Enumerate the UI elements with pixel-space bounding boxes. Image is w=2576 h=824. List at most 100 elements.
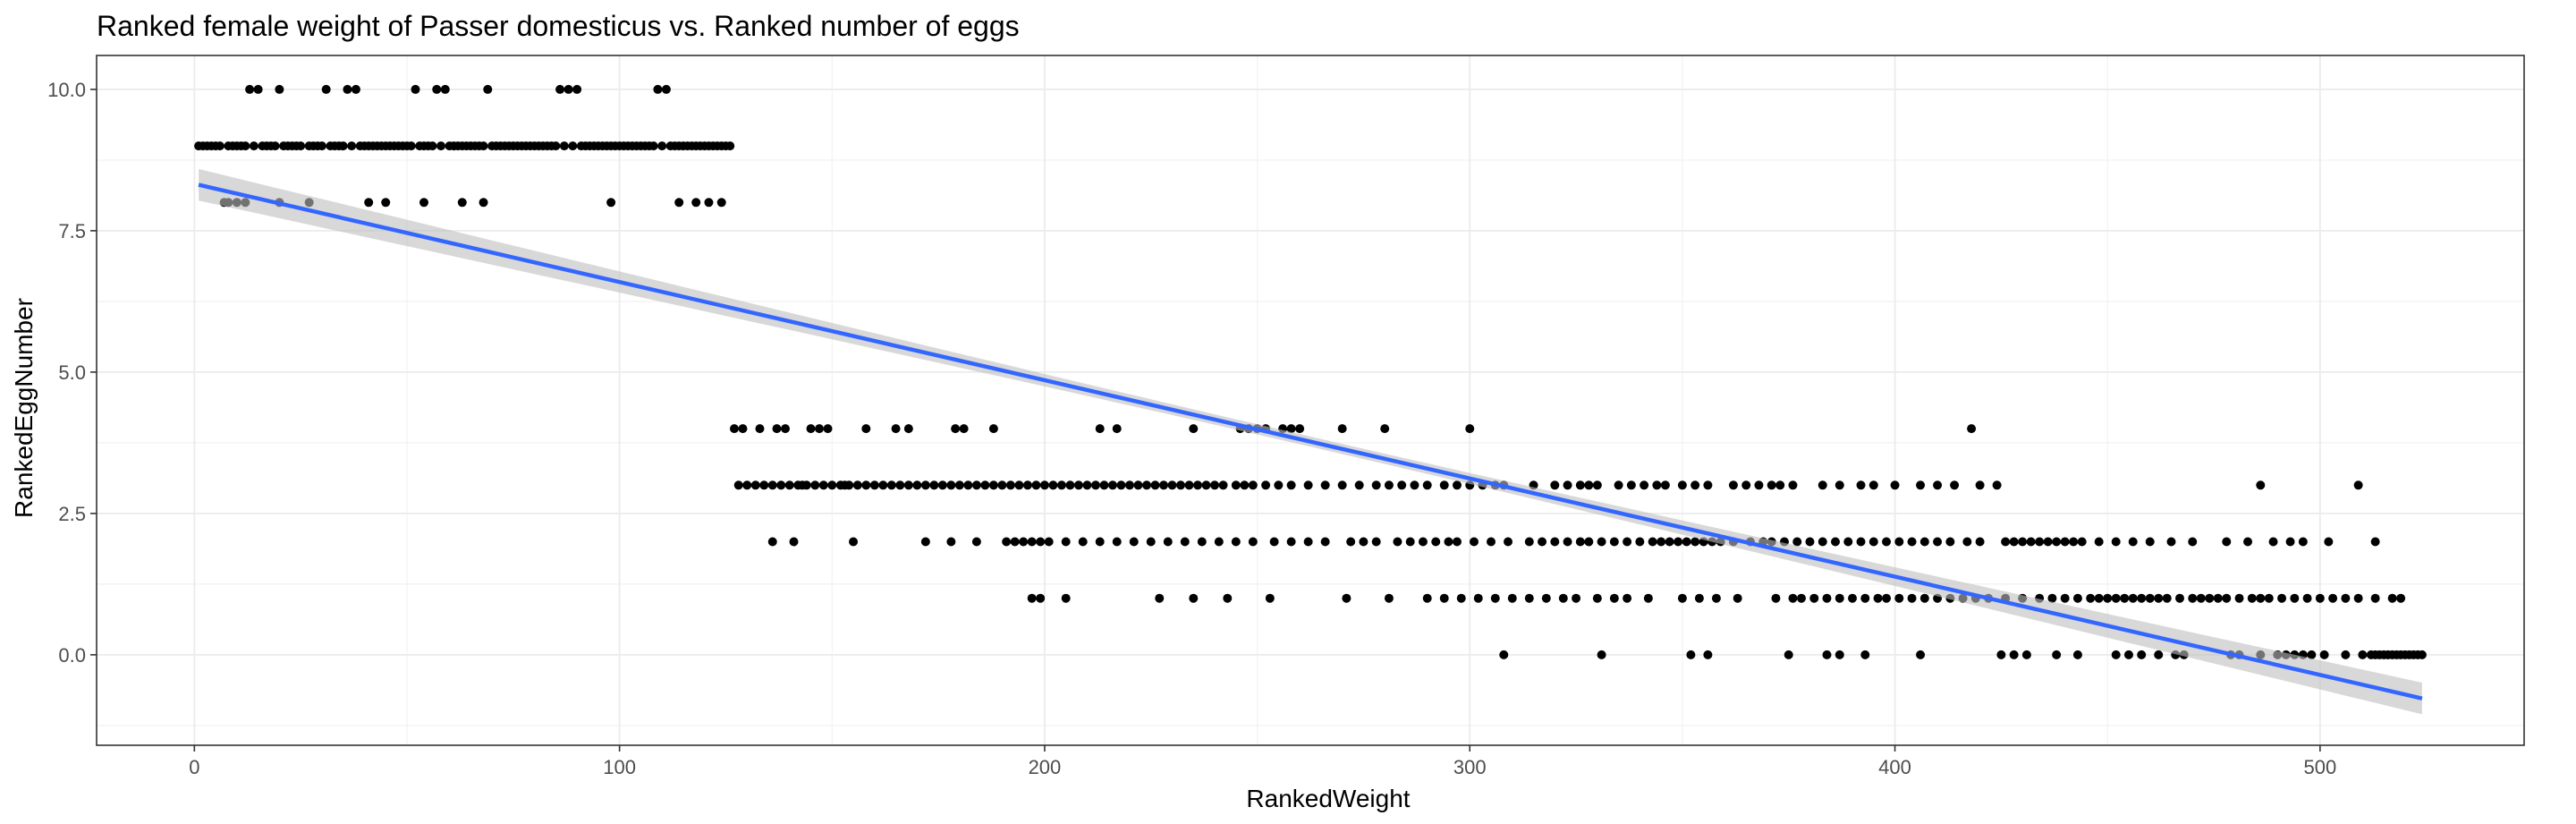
data-point xyxy=(2205,593,2215,603)
data-point xyxy=(1422,480,1432,490)
data-point xyxy=(818,480,828,490)
data-point xyxy=(2234,593,2244,603)
data-point xyxy=(1095,424,1105,434)
data-point xyxy=(1805,537,1815,547)
data-point xyxy=(997,480,1007,490)
data-point xyxy=(1703,650,1713,659)
data-point xyxy=(2077,537,2087,547)
data-point xyxy=(2417,650,2427,659)
data-point xyxy=(1490,593,1500,603)
data-point xyxy=(1269,537,1279,547)
data-point xyxy=(869,480,879,490)
data-point xyxy=(1822,593,1832,603)
data-point xyxy=(1346,537,1356,547)
data-point xyxy=(1044,537,1054,547)
data-point xyxy=(903,424,913,434)
data-point xyxy=(742,480,752,490)
x-tick-label: 0 xyxy=(189,756,199,778)
data-point xyxy=(2009,537,2019,547)
data-point xyxy=(1962,537,1972,547)
data-point xyxy=(1882,537,1892,547)
data-point xyxy=(1907,593,1917,603)
data-point xyxy=(321,84,331,94)
data-point xyxy=(1405,537,1415,547)
data-point xyxy=(551,141,561,151)
data-point xyxy=(1073,480,1083,490)
data-point xyxy=(2353,480,2363,490)
data-point xyxy=(338,141,348,151)
data-point xyxy=(2370,593,2380,603)
data-point xyxy=(1572,593,1581,603)
data-point xyxy=(1686,650,1696,659)
data-point xyxy=(2072,593,2082,603)
data-point xyxy=(2162,593,2172,603)
data-point xyxy=(2298,537,2308,547)
data-point xyxy=(852,480,862,490)
data-point xyxy=(1597,650,1606,659)
data-point xyxy=(1231,480,1241,490)
data-point xyxy=(2302,593,2312,603)
data-point xyxy=(1868,480,1878,490)
data-point xyxy=(1856,480,1866,490)
data-point xyxy=(1397,480,1407,490)
data-point xyxy=(2047,593,2057,603)
data-point xyxy=(895,480,905,490)
data-point xyxy=(1019,537,1029,547)
data-point xyxy=(1843,537,1853,547)
data-point xyxy=(1652,480,1662,490)
data-point xyxy=(1614,480,1623,490)
data-point xyxy=(568,141,578,151)
data-point xyxy=(2396,593,2406,603)
data-point xyxy=(1809,593,1819,603)
data-point xyxy=(2103,593,2113,603)
data-point xyxy=(886,480,896,490)
x-tick-label: 500 xyxy=(2303,756,2336,778)
y-axis-title: RankedEggNumber xyxy=(10,298,38,518)
data-point xyxy=(555,84,565,94)
data-point xyxy=(1422,593,1432,603)
data-point xyxy=(1384,480,1394,490)
data-point xyxy=(1039,480,1049,490)
y-tick-label: 10.0 xyxy=(47,79,86,101)
data-point xyxy=(2319,650,2329,659)
data-point xyxy=(2137,593,2147,603)
data-point xyxy=(1193,480,1203,490)
data-point xyxy=(1078,537,1088,547)
data-point xyxy=(729,424,739,434)
data-point xyxy=(1788,593,1798,603)
data-point xyxy=(2069,537,2079,547)
data-point xyxy=(2120,593,2130,603)
data-point xyxy=(1176,480,1186,490)
data-point xyxy=(2001,537,2011,547)
data-point xyxy=(2111,593,2121,603)
data-point xyxy=(1674,537,1683,547)
data-point xyxy=(1640,480,1649,490)
data-point xyxy=(1860,593,1870,603)
data-point xyxy=(1550,537,1560,547)
data-point xyxy=(1822,650,1832,659)
data-point xyxy=(784,480,794,490)
data-point xyxy=(755,424,765,434)
data-point xyxy=(772,424,782,434)
data-point xyxy=(2315,593,2325,603)
data-point xyxy=(1916,650,1926,659)
data-point xyxy=(1107,480,1117,490)
data-point xyxy=(2341,650,2351,659)
data-point xyxy=(1919,593,1929,603)
data-point xyxy=(849,537,859,547)
data-point xyxy=(1487,537,1496,547)
data-point xyxy=(317,141,326,151)
data-point xyxy=(270,141,280,151)
data-point xyxy=(1286,537,1296,547)
data-point xyxy=(1027,537,1037,547)
data-point xyxy=(988,424,998,434)
data-point xyxy=(381,198,391,208)
data-point xyxy=(1452,537,1462,547)
data-point xyxy=(1635,537,1645,547)
data-point xyxy=(1286,424,1296,434)
data-point xyxy=(1022,480,1032,490)
data-point xyxy=(1439,593,1449,603)
data-point xyxy=(1682,537,1691,547)
data-point xyxy=(2328,593,2338,603)
data-point xyxy=(559,141,569,151)
